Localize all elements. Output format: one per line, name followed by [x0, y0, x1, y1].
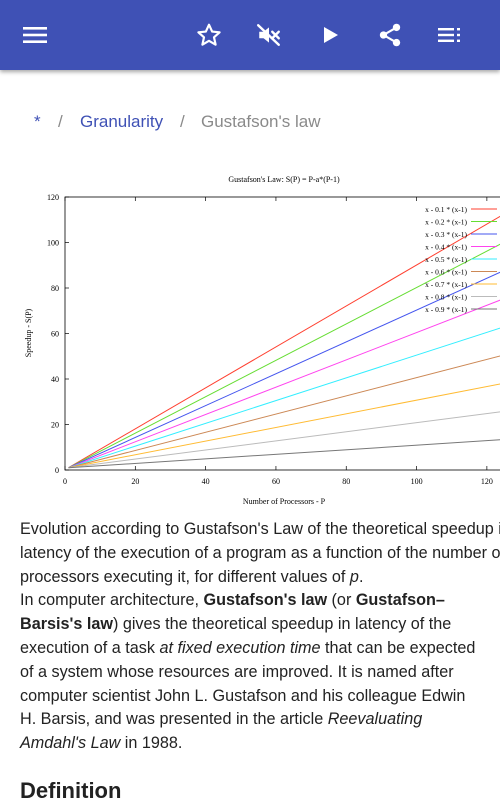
paragraph-text: in 1988. [120, 734, 183, 753]
menu-button[interactable] [14, 14, 56, 56]
play-icon [324, 27, 338, 43]
caption-line: processors executing it, for different v… [20, 567, 350, 586]
caption-line: Evolution according to Gustafson's Law o… [20, 520, 500, 538]
legend-label: x - 0.9 * (x-1) [425, 305, 467, 314]
legend-label: x - 0.4 * (x-1) [425, 243, 467, 252]
intro-paragraph: In computer architecture, Gustafson's la… [20, 589, 500, 756]
y-tick-label: 100 [47, 239, 59, 248]
y-tick-label: 40 [51, 375, 59, 384]
share-icon [379, 23, 401, 47]
legend-label: x - 0.6 * (x-1) [425, 268, 467, 277]
breadcrumb-root-link[interactable]: * [34, 112, 41, 131]
paragraph-text: computer scientist John L. Gustafson and… [20, 686, 466, 705]
chart-ylabel: Speedup - S(P) [24, 308, 33, 357]
x-tick-label: 40 [202, 477, 210, 486]
legend-label: x - 0.3 * (x-1) [425, 230, 467, 239]
x-tick-label: 80 [342, 477, 350, 486]
breadcrumb: * / Granularity / Gustafson's law [0, 112, 500, 138]
x-tick-label: 120 [481, 477, 493, 486]
x-tick-label: 0 [63, 477, 67, 486]
paragraph-text: execution of a task [20, 638, 160, 657]
breadcrumb-granularity-link[interactable]: Granularity [80, 112, 164, 131]
paragraph-text: of a system whose resources are improved… [20, 662, 454, 681]
contents-button[interactable] [429, 14, 471, 56]
breadcrumb-separator: / [58, 112, 63, 131]
caption-period: . [358, 567, 364, 586]
star-outline-icon [197, 23, 221, 46]
article-title-ref: Reevaluating [327, 710, 423, 729]
article-body: Evolution according to Gustafson's Law o… [20, 518, 500, 756]
section-heading-definition: Definition [20, 778, 122, 803]
mute-button[interactable] [248, 14, 290, 56]
paragraph-text: that can be expected [320, 638, 476, 657]
emphasis-fixed-time: at fixed execution time [159, 638, 321, 657]
article-title-ref: Amdahl's Law [20, 734, 121, 753]
y-tick-label: 60 [51, 330, 59, 339]
playlist-icon [438, 28, 460, 42]
legend-label: x - 0.5 * (x-1) [425, 255, 467, 264]
y-tick-label: 120 [47, 193, 59, 202]
play-button[interactable] [309, 14, 351, 56]
x-tick-label: 20 [131, 477, 139, 486]
paragraph-text: In computer architecture, [20, 591, 204, 610]
series-line [68, 411, 500, 469]
series-line [68, 299, 500, 469]
figure-caption: Evolution according to Gustafson's Law o… [20, 518, 500, 589]
caption-var-p: p [349, 567, 359, 586]
term-gustafson-barsis: Gustafson– [355, 591, 445, 610]
gustafson-chart[interactable]: Gustafson's Law: S(P) = P-a*(P-1) Number… [0, 168, 500, 508]
volume-mute-icon [256, 24, 280, 46]
series-line [68, 327, 500, 469]
term-barsis-law: Barsis's law [20, 615, 113, 634]
series-line [68, 271, 500, 469]
share-button[interactable] [369, 14, 411, 56]
legend-label: x - 0.2 * (x-1) [425, 218, 467, 227]
legend-label: x - 0.7 * (x-1) [425, 280, 467, 289]
breadcrumb-separator: / [180, 112, 185, 131]
chart-xlabel: Number of Processors - P [243, 497, 326, 506]
paragraph-text: (or [327, 591, 356, 610]
breadcrumb-current: Gustafson's law [201, 112, 321, 131]
term-gustafsons-law: Gustafson's law [203, 591, 328, 610]
app-bar [0, 0, 500, 70]
bookmark-button[interactable] [188, 14, 230, 56]
series-line [68, 243, 500, 469]
menu-icon [23, 27, 47, 43]
legend-label: x - 0.8 * (x-1) [425, 293, 467, 302]
series-line [68, 383, 500, 469]
paragraph-text: H. Barsis, and was presented in the arti… [20, 710, 328, 729]
x-tick-label: 60 [272, 477, 280, 486]
legend-label: x - 0.1 * (x-1) [425, 205, 467, 214]
x-tick-label: 100 [411, 477, 423, 486]
chart-title: Gustafson's Law: S(P) = P-a*(P-1) [228, 175, 340, 184]
chart-svg: Gustafson's Law: S(P) = P-a*(P-1) Number… [24, 175, 500, 506]
y-tick-label: 20 [51, 421, 59, 430]
y-tick-label: 0 [55, 466, 59, 475]
paragraph-text: ) gives the theoretical speedup in laten… [112, 615, 452, 634]
caption-line: latency of the execution of a program as… [20, 543, 500, 562]
series-line [68, 355, 500, 469]
series-line [68, 439, 500, 469]
series-line [68, 215, 500, 469]
y-tick-label: 80 [51, 284, 59, 293]
